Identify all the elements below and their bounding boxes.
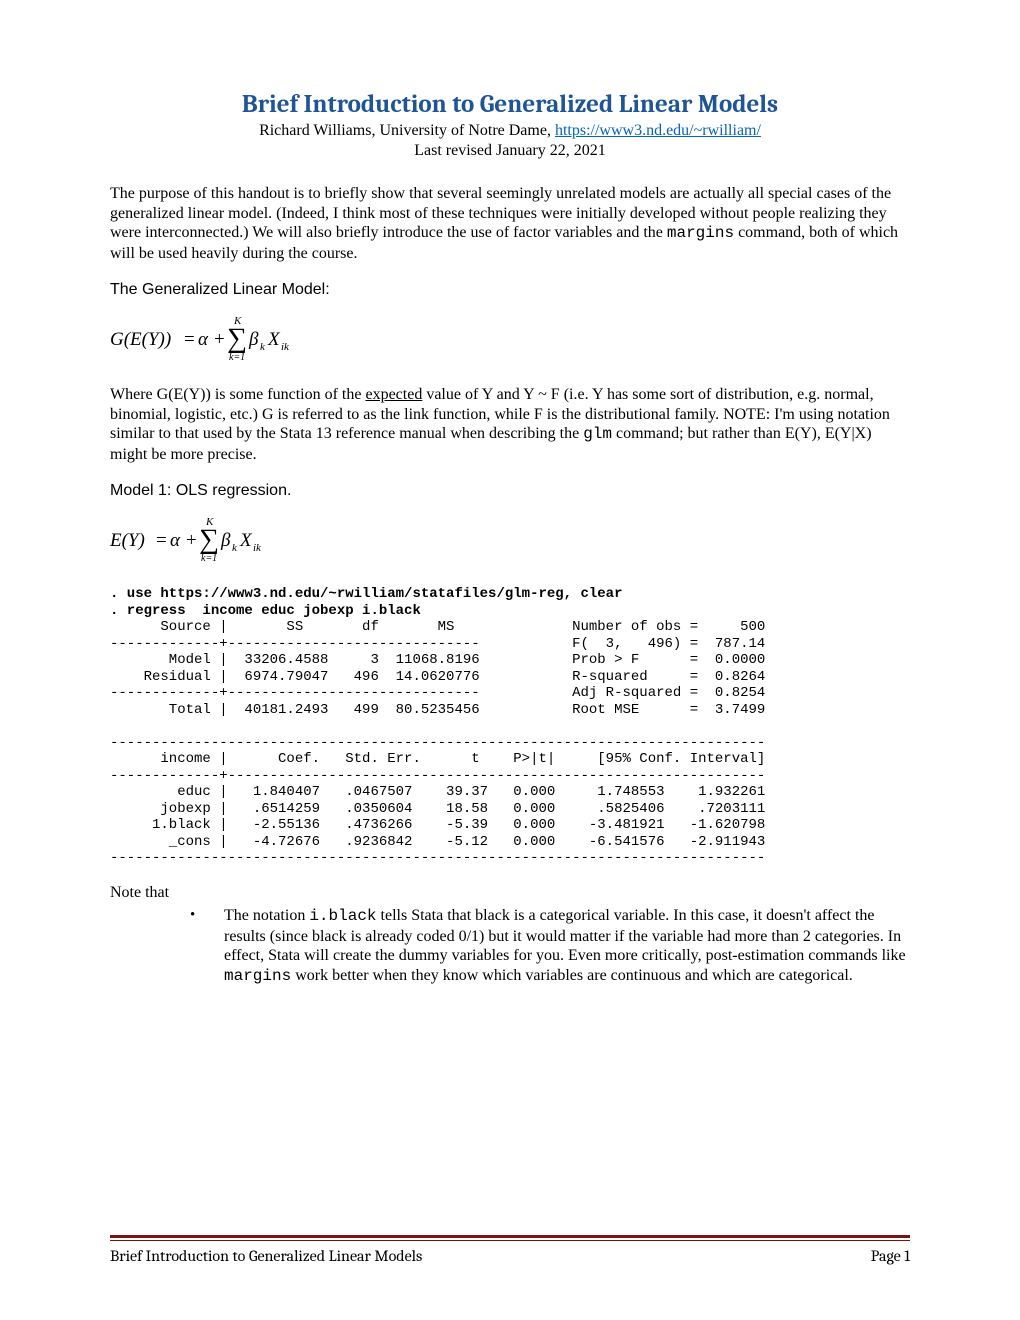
eq-sign: = bbox=[156, 530, 167, 552]
footer-left: Brief Introduction to Generalized Linear… bbox=[110, 1247, 422, 1265]
note-label: Note that bbox=[110, 883, 910, 903]
stata-commands: . use https://www3.nd.edu/~rwilliam/stat… bbox=[110, 586, 910, 867]
plus-sign: + bbox=[214, 329, 225, 351]
bullet-icon: • bbox=[190, 906, 224, 986]
alpha: α bbox=[198, 329, 208, 351]
plus-sign: + bbox=[186, 530, 197, 552]
revised-date: Last revised January 22, 2021 bbox=[110, 142, 910, 160]
beta: β bbox=[221, 530, 230, 552]
author-link[interactable]: https://www3.nd.edu/~rwilliam/ bbox=[555, 122, 761, 139]
sigma-icon: ∑ bbox=[199, 524, 219, 556]
stata-output: Source | SS df MS Number of obs = 500 --… bbox=[110, 619, 765, 866]
sigma-icon: ∑ bbox=[227, 323, 247, 355]
alpha: α bbox=[170, 530, 180, 552]
where-a: Where G(E(Y)) is some function of the bbox=[110, 386, 365, 403]
section-glm: The Generalized Linear Model: bbox=[110, 281, 910, 299]
document-page: Brief Introduction to Generalized Linear… bbox=[0, 0, 1020, 1320]
footer-rule bbox=[110, 1235, 910, 1241]
formula-glm: G(E(Y)) = α + K ∑ k=1 β k X ik bbox=[110, 317, 910, 363]
where-underline: expected bbox=[365, 386, 422, 403]
page-title: Brief Introduction to Generalized Linear… bbox=[110, 90, 910, 119]
page-footer: Brief Introduction to Generalized Linear… bbox=[110, 1235, 910, 1265]
note-list: • The notation i.black tells Stata that … bbox=[190, 906, 910, 986]
list-item: • The notation i.black tells Stata that … bbox=[190, 906, 910, 986]
x-sub: ik bbox=[281, 341, 289, 353]
cmd-use: . use https://www3.nd.edu/~rwilliam/stat… bbox=[110, 586, 622, 602]
author-line: Richard Williams, University of Notre Da… bbox=[110, 122, 910, 140]
b1c: work better when they know which variabl… bbox=[291, 967, 853, 984]
x-sub: ik bbox=[253, 542, 261, 554]
inline-code-margins2: margins bbox=[224, 967, 291, 985]
beta: β bbox=[249, 329, 258, 351]
b1a: The notation bbox=[224, 907, 309, 924]
formula-lhs: G(E(Y)) bbox=[110, 329, 171, 351]
author-text: Richard Williams, University of Notre Da… bbox=[259, 122, 555, 139]
beta-sub: k bbox=[260, 341, 265, 353]
inline-code-iblack: i.black bbox=[309, 907, 376, 925]
eq-sign: = bbox=[184, 329, 195, 351]
formula-lhs: E(Y) bbox=[110, 530, 145, 552]
where-paragraph: Where G(E(Y)) is some function of the ex… bbox=[110, 385, 910, 464]
sigma-bottom: k=1 bbox=[201, 553, 217, 564]
inline-code-glm: glm bbox=[583, 425, 612, 443]
bullet-text: The notation i.black tells Stata that bl… bbox=[224, 906, 910, 986]
intro-paragraph: The purpose of this handout is to briefl… bbox=[110, 184, 910, 263]
formula-ols: E(Y) = α + K ∑ k=1 β k X ik bbox=[110, 518, 910, 564]
footer-right: Page 1 bbox=[871, 1247, 910, 1265]
x: X bbox=[268, 329, 280, 351]
footer-row: Brief Introduction to Generalized Linear… bbox=[110, 1247, 910, 1265]
cmd-regress: . regress income educ jobexp i.black bbox=[110, 603, 421, 619]
beta-sub: k bbox=[232, 542, 237, 554]
section-ols: Model 1: OLS regression. bbox=[110, 482, 910, 500]
inline-code-margins: margins bbox=[667, 224, 734, 242]
x: X bbox=[240, 530, 252, 552]
sigma-bottom: k=1 bbox=[229, 352, 245, 363]
